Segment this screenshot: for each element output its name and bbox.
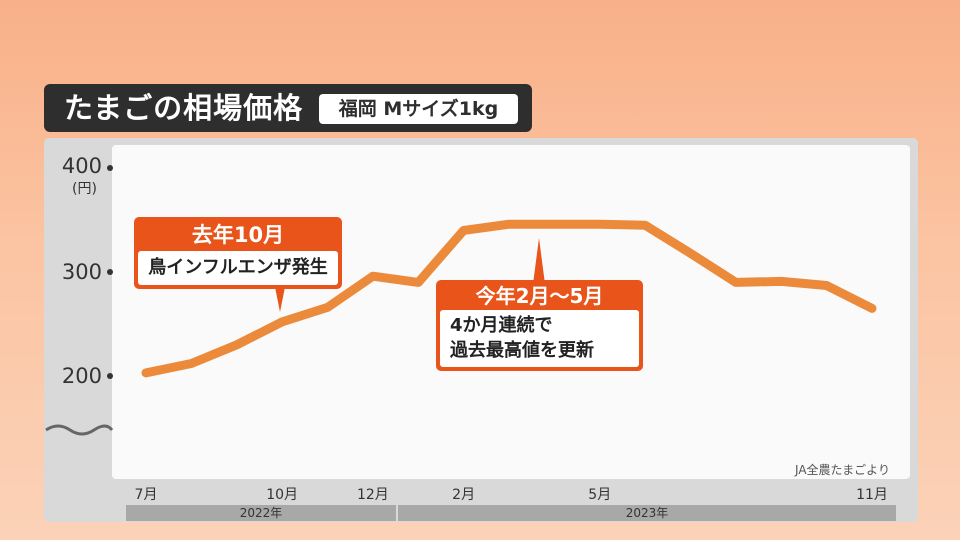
chart-subtitle: 福岡 Mサイズ1kg [319, 94, 518, 124]
x-tick-label: 11月 [856, 487, 888, 503]
year-bar-2022: 2022年 [126, 505, 396, 521]
y-axis-dot-300 [107, 269, 113, 275]
x-tick-label: 10月 [266, 487, 299, 503]
callout-bird-flu-body: 鳥インフルエンザ発生 [138, 251, 338, 285]
callout-record-high-line1: 4か月連続で [450, 315, 553, 336]
axis-break-wave [45, 424, 114, 436]
callout-record-high-body: 4か月連続で 過去最高値を更新 [440, 310, 639, 367]
y-axis-dot-200 [107, 373, 113, 379]
callout-bird-flu-head: 去年10月 [191, 223, 285, 247]
x-tick-label: 12月 [356, 487, 389, 503]
price-series-line [141, 219, 877, 378]
y-tick-200: 200 [61, 364, 102, 388]
callout-record-high: 今年2月〜5月 4か月連続で 過去最高値を更新 [436, 280, 643, 371]
callout-pointer-second [533, 238, 545, 284]
y-tick-300: 300 [61, 260, 102, 284]
callout-record-high-head: 今年2月〜5月 [475, 284, 604, 308]
year-bar-2023: 2023年 [398, 505, 896, 521]
chart-title: たまごの相場価格 [64, 91, 304, 125]
x-tick-label: 7月 [134, 487, 158, 503]
y-tick-400: 400 [61, 154, 102, 178]
data-source: JA全農たまごより [795, 463, 890, 477]
x-tick-label: 5月 [588, 487, 612, 503]
callout-record-high-line2: 過去最高値を更新 [450, 340, 594, 361]
y-axis-dot-400 [107, 165, 113, 171]
y-unit-label: (円) [72, 181, 97, 197]
callout-bird-flu: 去年10月 鳥インフルエンザ発生 [134, 217, 342, 289]
callout-pointer-first [274, 282, 286, 312]
x-tick-label: 2月 [452, 487, 476, 503]
